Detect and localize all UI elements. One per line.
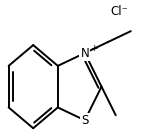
Text: +: + bbox=[90, 44, 97, 53]
Text: N: N bbox=[80, 46, 89, 60]
Text: Cl⁻: Cl⁻ bbox=[111, 5, 129, 18]
Text: S: S bbox=[81, 114, 88, 127]
